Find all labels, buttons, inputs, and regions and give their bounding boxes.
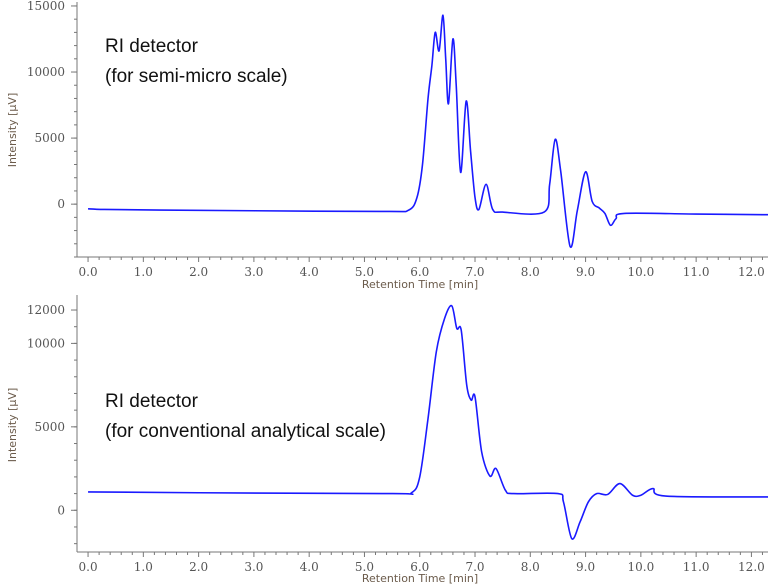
x-tick-label: 7.0 (465, 265, 484, 279)
annotation-line-2: (for semi-micro scale) (105, 66, 288, 87)
x-tick-label: 11.0 (683, 560, 710, 574)
x-tick-label: 8.0 (521, 560, 540, 574)
y-axis-title: Intensity [µV] (6, 93, 19, 167)
x-tick-label: 2.0 (189, 560, 208, 574)
x-tick-label: 5.0 (355, 265, 374, 279)
y-tick-label: 5000 (34, 420, 65, 434)
y-tick-label: 10000 (27, 336, 65, 350)
x-tick-label: 1.0 (134, 265, 153, 279)
x-tick-label: 6.0 (410, 265, 429, 279)
x-tick-label: 4.0 (300, 560, 319, 574)
annotation-line-2: (for conventional analytical scale) (105, 421, 386, 442)
x-tick-label: 12.0 (738, 265, 765, 279)
y-tick-label: 0 (57, 503, 65, 517)
x-tick-label: 7.0 (465, 560, 484, 574)
chromatogram-trace (88, 304, 768, 540)
y-tick-label: 15000 (27, 0, 65, 13)
annotation-line-1: RI detector (105, 36, 199, 57)
x-tick-label: 1.0 (134, 560, 153, 574)
x-tick-label: 9.0 (576, 560, 595, 574)
x-tick-label: 12.0 (738, 560, 765, 574)
x-tick-label: 8.0 (521, 265, 540, 279)
x-tick-label: 2.0 (189, 265, 208, 279)
x-tick-label: 0.0 (79, 560, 98, 574)
x-tick-label: 3.0 (244, 265, 263, 279)
y-axis-title: Intensity [µV] (6, 388, 19, 462)
x-tick-label: 0.0 (79, 265, 98, 279)
x-tick-label: 9.0 (576, 265, 595, 279)
y-tick-label: 12000 (27, 303, 65, 317)
x-tick-label: 10.0 (627, 560, 654, 574)
y-tick-label: 5000 (34, 131, 65, 145)
x-axis-title: Retention Time [min] (362, 572, 478, 585)
annotation-line-1: RI detector (105, 391, 199, 412)
x-axis-title: Retention Time [min] (362, 278, 478, 291)
x-tick-label: 3.0 (244, 560, 263, 574)
x-tick-label: 10.0 (627, 265, 654, 279)
chromatogram-trace (88, 14, 768, 249)
y-tick-label: 0 (57, 197, 65, 211)
x-tick-label: 4.0 (300, 265, 319, 279)
semi-micro-chromatogram: RI detector (for semi-micro scale) Reten… (6, 0, 768, 291)
x-tick-label: 5.0 (355, 560, 374, 574)
x-tick-label: 6.0 (410, 560, 429, 574)
analytical-chromatogram: RI detector (for conventional analytical… (6, 295, 768, 585)
y-tick-label: 10000 (27, 65, 65, 79)
x-tick-label: 11.0 (683, 265, 710, 279)
